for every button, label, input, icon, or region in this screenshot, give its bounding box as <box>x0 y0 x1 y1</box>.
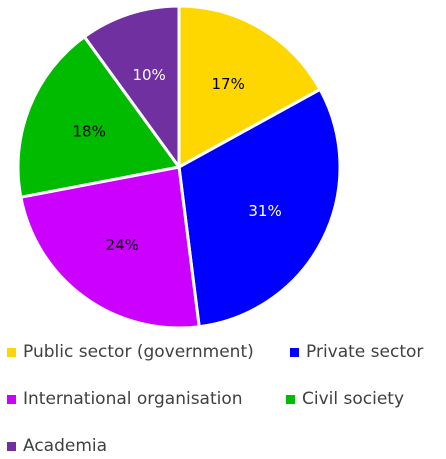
legend-swatch-international-organisation <box>7 394 16 404</box>
legend-item-civil-society: Civil society <box>286 389 404 409</box>
legend-label-civil-society: Civil society <box>302 389 405 409</box>
pie-slice-private-sector <box>177 87 342 329</box>
legend-label-private-sector: Private sector <box>306 342 424 362</box>
legend-label-academia: Academia <box>23 436 108 456</box>
legend-label-international-organisation: International organisation <box>23 389 243 409</box>
pie-slice-civil-society <box>16 35 181 199</box>
legend-swatch-public-sector <box>7 347 16 357</box>
legend-item-academia: Academia <box>7 436 107 456</box>
slice-label-academia: 10% <box>132 66 165 84</box>
legend-swatch-private-sector <box>290 347 299 357</box>
slice-label-public-sector: 17% <box>212 75 245 93</box>
legend: Public sector (government) Private secto… <box>0 342 446 459</box>
pie-slice-public-sector <box>177 4 322 169</box>
legend-swatch-civil-society <box>286 394 295 404</box>
pie-slice-international-organisation <box>19 165 201 330</box>
slice-label-civil-society: 18% <box>73 122 106 140</box>
pie-slice-academia <box>82 4 181 169</box>
legend-swatch-academia <box>7 441 16 451</box>
slice-label-private-sector: 31% <box>248 202 281 220</box>
legend-label-public-sector: Public sector (government) <box>23 342 254 362</box>
slice-label-international-organisation: 24% <box>106 236 139 254</box>
pie-chart: 17% 31% 24% 18% 10% <box>16 4 342 330</box>
legend-item-public-sector: Public sector (government) <box>7 342 254 362</box>
legend-item-private-sector: Private sector <box>290 342 423 362</box>
legend-item-international-organisation: International organisation <box>7 389 243 409</box>
